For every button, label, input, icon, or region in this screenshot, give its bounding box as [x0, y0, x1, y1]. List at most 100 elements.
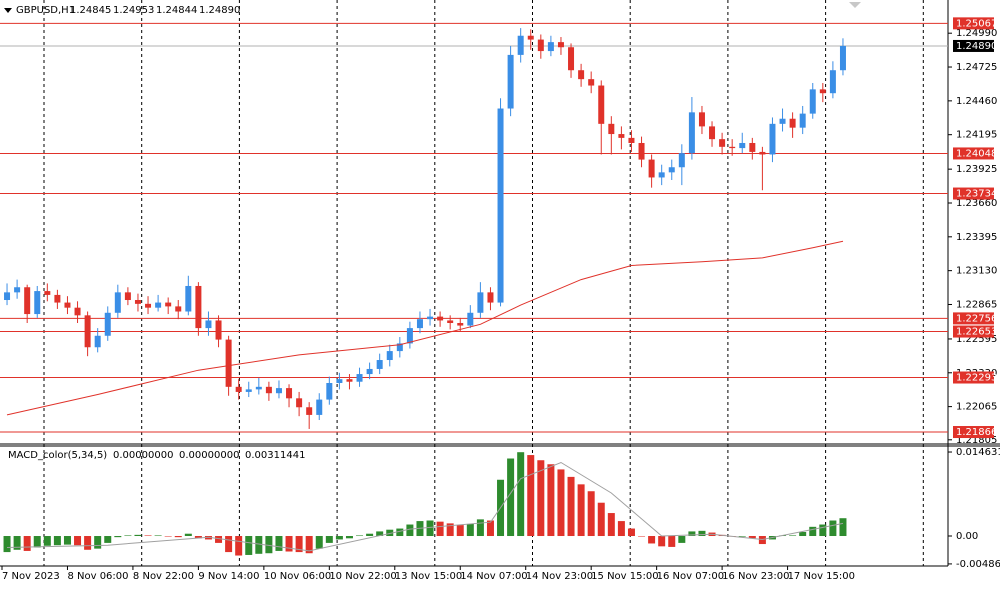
candle-body	[406, 328, 413, 344]
candle-body	[336, 379, 343, 383]
macd-bar	[295, 536, 303, 553]
macd-bar	[648, 536, 656, 544]
candle-body	[497, 108, 504, 303]
macd-bar	[265, 536, 273, 554]
macd-bar	[386, 529, 394, 537]
y-tick-label: 1.23925	[956, 164, 997, 175]
candle-body	[376, 360, 383, 369]
y-tick-label: 1.23395	[956, 232, 997, 243]
macd-bar	[184, 533, 192, 537]
macd-bar	[617, 521, 625, 537]
macd-bar	[325, 536, 333, 543]
x-tick-label: 7 Nov 2023	[2, 571, 60, 582]
macd-bar	[587, 491, 595, 537]
y-tick-label: 0.0146316	[956, 447, 1000, 458]
candle-body	[799, 113, 806, 128]
macd-bar	[255, 536, 263, 554]
macd-bar	[305, 536, 313, 554]
candle-body	[427, 316, 434, 320]
candle-body	[316, 399, 323, 415]
candle-body	[356, 374, 363, 382]
macd-bar	[366, 533, 374, 537]
candle-body	[94, 335, 101, 348]
y-tick-label: 1.22065	[956, 402, 997, 413]
level-label-box	[953, 371, 994, 384]
y-tick-label: 1.24990	[956, 28, 997, 39]
candle-body	[296, 398, 303, 408]
macd-bar	[567, 476, 575, 537]
candle-body	[809, 89, 816, 114]
macd-bar	[607, 513, 615, 537]
macd-bar	[235, 536, 243, 556]
macd-bar	[638, 536, 646, 537]
macd-bar	[345, 536, 353, 539]
x-tick-label: 10 Nov 22:00	[329, 571, 396, 582]
candle-body	[719, 139, 726, 147]
candle-body	[205, 320, 212, 329]
x-tick-label: 13 Nov 15:00	[395, 571, 462, 582]
candle-body	[114, 292, 121, 313]
macd-bar	[376, 531, 384, 537]
level-label-box	[953, 147, 994, 160]
macd-bar	[577, 484, 585, 537]
macd-bar	[134, 534, 142, 537]
menu-arrow[interactable]	[4, 8, 12, 13]
candle-body	[477, 292, 484, 313]
price-label: 1.24890	[956, 41, 997, 52]
candle-body	[487, 292, 494, 303]
candle-body	[507, 54, 514, 109]
candle-body	[346, 379, 353, 382]
level-label: 1.23734	[956, 189, 997, 200]
macd-bar	[164, 536, 172, 537]
candle-body	[547, 42, 554, 52]
macd-bar	[94, 536, 102, 549]
candle-body	[275, 388, 282, 394]
candle-body	[709, 126, 716, 140]
macd-bar	[507, 458, 515, 537]
macd-bar	[789, 535, 797, 537]
candle-body	[578, 70, 585, 80]
symbol-title: GBPUSD,H1	[16, 5, 75, 16]
candle-body	[527, 35, 534, 40]
macd-bar	[194, 536, 202, 539]
candle-body	[265, 386, 272, 394]
x-tick-label: 17 Nov 15:00	[788, 571, 855, 582]
x-tick-label: 16 Nov 23:00	[722, 571, 789, 582]
candle-body	[145, 303, 152, 308]
macd-bar	[174, 536, 182, 538]
macd-bar	[104, 536, 112, 543]
candle-body	[638, 142, 645, 160]
macd-bar	[527, 455, 535, 537]
x-tick-label: 14 Nov 23:00	[526, 571, 593, 582]
level-label-box	[953, 312, 994, 325]
candle-body	[165, 302, 172, 307]
y-tick-label: 1.23660	[956, 198, 997, 209]
macd-bar	[53, 536, 61, 546]
macd-bar	[748, 536, 756, 539]
candle-body	[74, 307, 81, 316]
macd-bar	[658, 536, 666, 547]
candle-body	[729, 146, 736, 149]
candle-body	[698, 112, 705, 127]
candle-body	[396, 343, 403, 352]
macd-bar	[627, 528, 635, 537]
candle-body	[64, 302, 71, 308]
macd-bar	[356, 535, 364, 537]
macd-bar	[597, 502, 605, 537]
candle-body	[457, 322, 464, 326]
candle-body	[628, 137, 635, 143]
macd-bar	[466, 523, 474, 537]
candle-body	[255, 386, 262, 390]
y-tick-label: 1.21805	[956, 435, 997, 446]
candle-body	[124, 292, 131, 301]
candle-body	[789, 118, 796, 128]
candle-body	[4, 292, 11, 301]
level-label: 1.22293	[956, 373, 997, 384]
macd-bar	[154, 535, 162, 537]
candle-body	[568, 47, 575, 71]
indicator-value: 0.00000000	[179, 450, 239, 461]
candle-body	[779, 118, 786, 124]
y-tick-label: 1.24725	[956, 62, 997, 73]
macd-bar	[144, 535, 152, 537]
